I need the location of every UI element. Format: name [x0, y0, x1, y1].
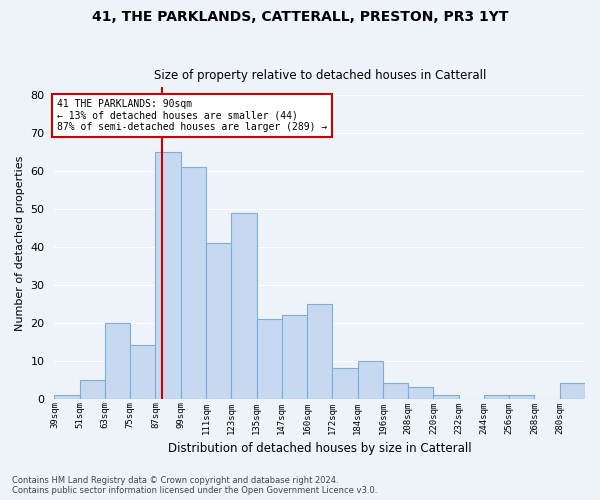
Bar — [433, 395, 458, 398]
Bar — [257, 319, 282, 398]
Title: Size of property relative to detached houses in Catterall: Size of property relative to detached ho… — [154, 69, 486, 82]
Text: 41, THE PARKLANDS, CATTERALL, PRESTON, PR3 1YT: 41, THE PARKLANDS, CATTERALL, PRESTON, P… — [92, 10, 508, 24]
Bar — [130, 346, 155, 399]
Bar — [408, 387, 433, 398]
X-axis label: Distribution of detached houses by size in Catterall: Distribution of detached houses by size … — [168, 442, 472, 455]
Bar — [560, 384, 585, 398]
Bar — [484, 395, 509, 398]
Text: 41 THE PARKLANDS: 90sqm
← 13% of detached houses are smaller (44)
87% of semi-de: 41 THE PARKLANDS: 90sqm ← 13% of detache… — [56, 98, 327, 132]
Bar — [206, 243, 231, 398]
Bar — [282, 315, 307, 398]
Bar — [231, 212, 257, 398]
Bar — [181, 167, 206, 398]
Bar — [509, 395, 535, 398]
Bar — [80, 380, 105, 398]
Bar — [105, 322, 130, 398]
Bar — [307, 304, 332, 398]
Bar — [332, 368, 358, 398]
Bar — [55, 395, 80, 398]
Bar — [155, 152, 181, 398]
Bar — [383, 384, 408, 398]
Bar — [358, 360, 383, 399]
Text: Contains HM Land Registry data © Crown copyright and database right 2024.
Contai: Contains HM Land Registry data © Crown c… — [12, 476, 377, 495]
Y-axis label: Number of detached properties: Number of detached properties — [15, 156, 25, 330]
